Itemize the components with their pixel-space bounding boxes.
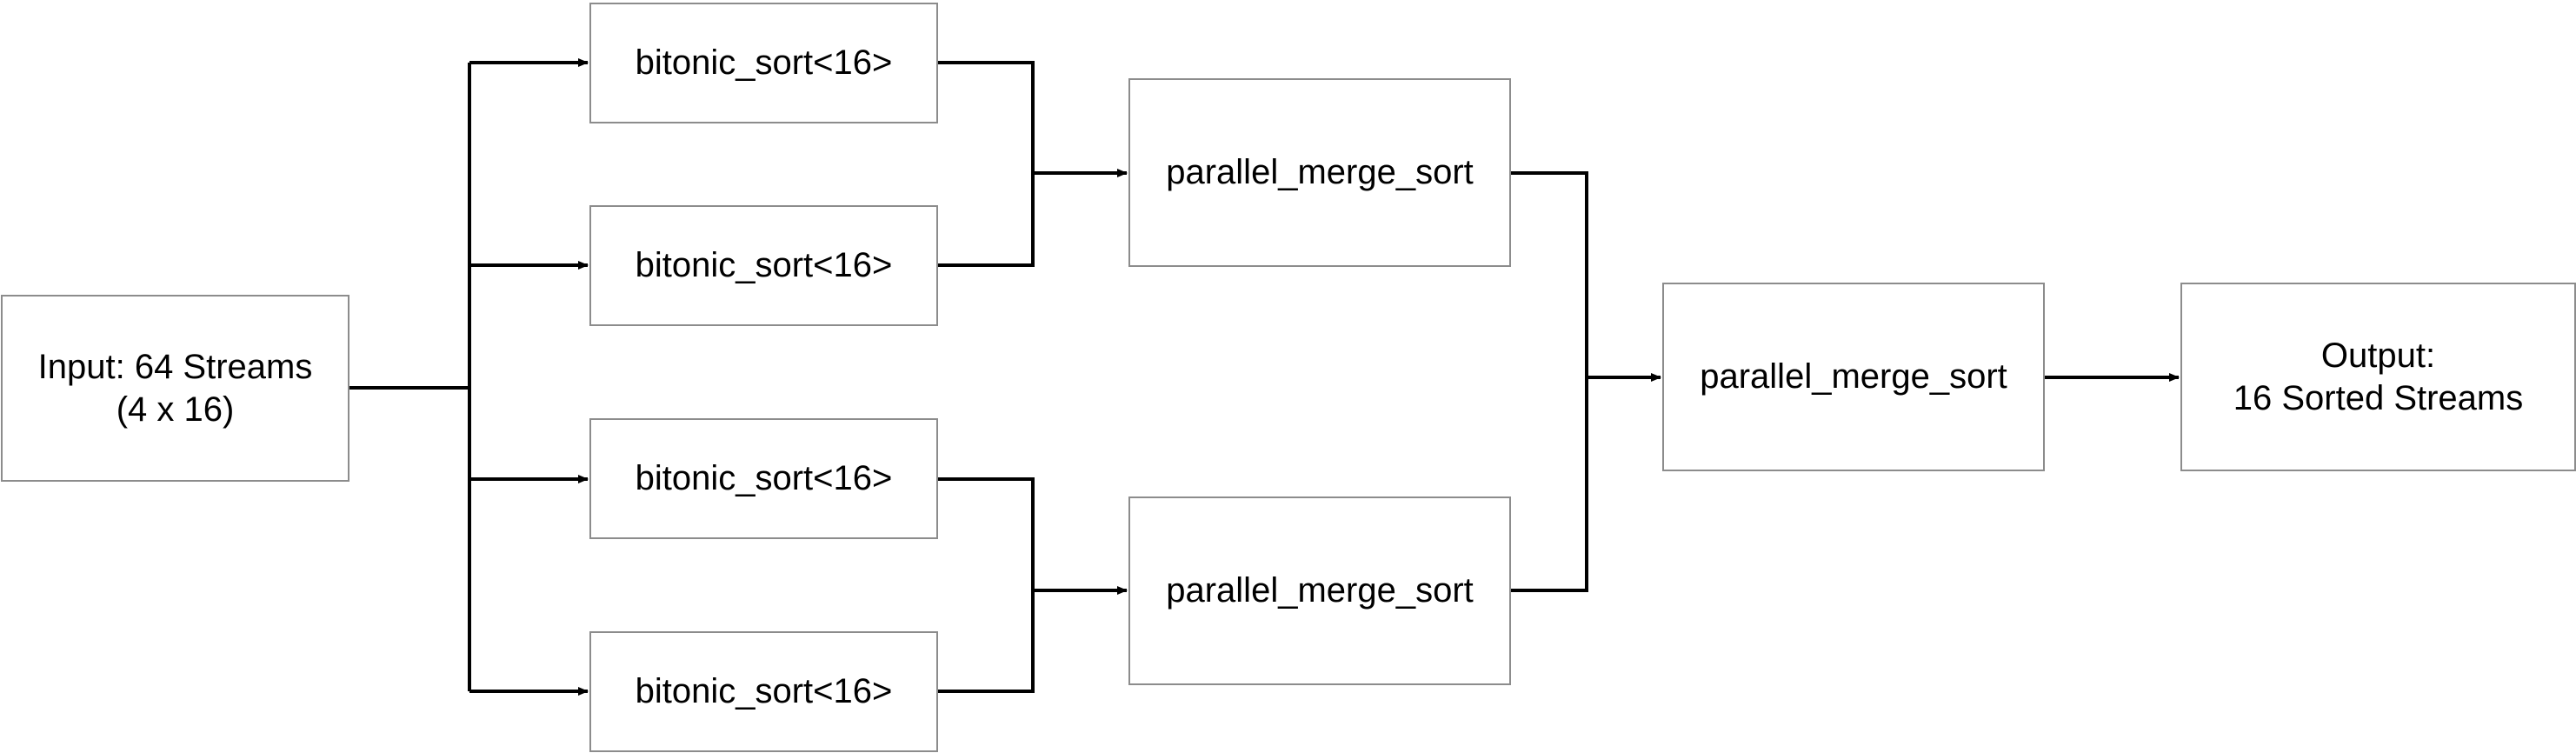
input-node: Input: 64 Streams (4 x 16) — [1, 295, 349, 482]
bitonic-sort-label: bitonic_sort<16> — [635, 43, 893, 82]
parallel-merge-sort-label: parallel_merge_sort — [1700, 357, 2007, 396]
bitonic-sort-node-2: bitonic_sort<16> — [589, 205, 938, 326]
bitonic-sort-node-4: bitonic_sort<16> — [589, 631, 938, 752]
parallel-merge-sort-node-2: parallel_merge_sort — [1128, 496, 1511, 685]
input-node-line1: Input: 64 Streams — [37, 347, 313, 386]
connector-sorters-1-2-bus — [937, 61, 1035, 267]
output-node-line2: 16 Sorted Streams — [2233, 378, 2524, 417]
bitonic-sort-label: bitonic_sort<16> — [635, 672, 893, 710]
parallel-merge-sort-node-1: parallel_merge_sort — [1128, 78, 1511, 267]
connector-sorters-3-4-bus — [937, 477, 1035, 693]
output-node: Output: 16 Sorted Streams — [2180, 283, 2576, 471]
output-node-line1: Output: — [2320, 336, 2436, 375]
bitonic-sort-node-3: bitonic_sort<16> — [589, 418, 938, 539]
parallel-merge-sort-label: parallel_merge_sort — [1166, 571, 1474, 610]
input-node-line2: (4 x 16) — [116, 390, 235, 429]
bitonic-sort-label: bitonic_sort<16> — [635, 246, 893, 284]
connector-mergers-bus — [1510, 171, 1588, 592]
final-parallel-merge-sort-node: parallel_merge_sort — [1662, 283, 2045, 471]
bitonic-sort-node-1: bitonic_sort<16> — [589, 3, 938, 123]
parallel-merge-sort-label: parallel_merge_sort — [1166, 153, 1474, 191]
bitonic-sort-label: bitonic_sort<16> — [635, 459, 893, 497]
